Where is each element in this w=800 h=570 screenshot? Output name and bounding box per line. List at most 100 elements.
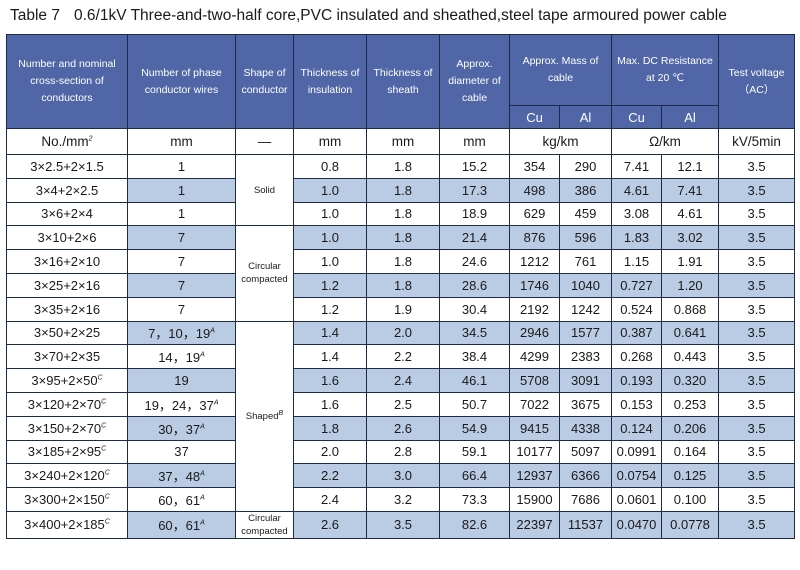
cell-res-al: 0.320: [661, 368, 720, 393]
cell-res-cu: 0.124: [611, 415, 663, 441]
cell-insulation: 1.2: [293, 296, 367, 322]
cell-sheath: 2.0: [366, 320, 440, 346]
cell-diameter: 73.3: [439, 487, 510, 512]
cell-mass-al: 1577: [558, 320, 613, 346]
cell-wires-note: A: [200, 520, 205, 528]
cell-res-al: 12.1: [661, 154, 720, 179]
cell-wires: 7: [127, 272, 236, 298]
cell-wires-text: 14，19: [158, 350, 201, 366]
unit-insulation: mm: [293, 128, 367, 155]
cell-section: 3×300+2×150C: [6, 487, 128, 512]
cell-mass-cu: 498: [509, 177, 560, 203]
cell-sheath: 2.2: [366, 344, 440, 370]
table-row: 3×25+2×16 7 1.2 1.8 28.6 1746 1040 0.727 1.20 3.5: [6, 272, 796, 298]
cell-res-cu: 0.727: [611, 272, 663, 298]
table-row: 3×185+2×95C 37 2.0 2.8 59.1 10177 5097 0.0991 0.…: [6, 439, 796, 465]
cell-mass-al: 2383: [558, 344, 613, 370]
cell-mass-al: 761: [558, 249, 613, 274]
cell-shape-text: compacted: [241, 525, 288, 537]
header-mass-cu: Cu: [509, 105, 560, 129]
cell-wires-note: A: [200, 470, 205, 478]
header-insulation: Thickness of insulation: [293, 34, 367, 129]
cell-section-note: C: [101, 446, 107, 454]
cell-section: 3×400+2×185C: [6, 510, 128, 539]
cell-sheath: 2.5: [366, 391, 440, 417]
cell-section: 3×35+2×16: [6, 296, 128, 322]
cell-shape: Circular compacted: [235, 510, 294, 539]
cell-diameter: 66.4: [439, 463, 510, 489]
cell-voltage: 3.5: [718, 249, 796, 274]
cell-wires-text: 7: [177, 254, 186, 270]
cell-shape: Solid: [235, 153, 294, 227]
cell-diameter: 30.4: [439, 296, 510, 322]
table-body: 3×2.5+2×1.5 1 Solid 0.8 1.8 15.2 354 290 7.41 12.…: [6, 153, 796, 539]
cell-diameter: 50.7: [439, 391, 510, 417]
cell-insulation: 1.0: [293, 201, 367, 227]
cell-sheath: 2.8: [366, 439, 440, 465]
cell-insulation: 1.6: [293, 391, 367, 417]
cell-res-al: 0.125: [661, 463, 720, 489]
cell-wires-text: 7: [177, 277, 186, 293]
cell-section-text: 3×185+2×95: [27, 444, 102, 460]
cell-mass-cu: 10177: [509, 439, 560, 465]
cell-res-cu: 0.0470: [611, 510, 663, 539]
cell-voltage: 3.5: [718, 344, 796, 370]
cell-section-text: 3×95+2×50: [31, 373, 98, 389]
cell-mass-al: 290: [558, 154, 613, 179]
cell-wires-text: 60，61: [158, 518, 201, 534]
header-resistance: Max. DC Resistance at 20 ℃: [611, 34, 720, 106]
cell-mass-al: 4338: [558, 415, 613, 441]
cell-mass-al: 386: [558, 177, 613, 203]
cell-section: 3×240+2×120C: [6, 463, 128, 489]
cell-wires-text: 7: [177, 301, 186, 317]
cell-section: 3×50+2×25: [6, 320, 128, 346]
cell-res-cu: 3.08: [611, 201, 663, 227]
cell-wires-note: A: [210, 328, 215, 336]
cell-insulation: 1.8: [293, 415, 367, 441]
cell-insulation: 1.0: [293, 177, 367, 203]
cell-res-al: 0.641: [661, 320, 720, 346]
cell-res-al: 3.02: [661, 225, 720, 251]
table-row: 3×6+2×4 1 1.0 1.8 18.9 629 459 3.08 4.61 3.5: [6, 201, 796, 227]
cell-insulation: 1.6: [293, 368, 367, 393]
cell-mass-al: 5097: [558, 439, 613, 465]
cell-wires-text: 30，37: [158, 421, 201, 437]
cell-res-cu: 1.83: [611, 225, 663, 251]
cell-insulation: 1.0: [293, 249, 367, 274]
cell-sheath: 3.0: [366, 463, 440, 489]
cell-sheath: 1.8: [366, 154, 440, 179]
cell-wires: 14，19A: [127, 344, 236, 370]
cell-res-al: 0.868: [661, 296, 720, 322]
cell-wires: 7: [127, 296, 236, 322]
cell-voltage: 3.5: [718, 225, 796, 251]
cell-insulation: 1.4: [293, 344, 367, 370]
unit-section-text: No./mm: [41, 134, 89, 149]
cell-section: 3×16+2×10: [6, 249, 128, 274]
cell-voltage: 3.5: [718, 201, 796, 227]
cell-mass-cu: 1746: [509, 272, 560, 298]
header-res-cu: Cu: [611, 105, 663, 129]
cable-spec-table: Number and nominal cross-section of cond…: [6, 34, 796, 539]
cell-mass-cu: 354: [509, 154, 560, 179]
cell-shape-text: Shaped: [245, 410, 279, 422]
cell-diameter: 54.9: [439, 415, 510, 441]
cell-shape-note: B: [278, 409, 284, 417]
cell-voltage: 3.5: [718, 320, 796, 346]
cell-wires: 30，37A: [127, 415, 236, 441]
cell-res-cu: 0.193: [611, 368, 663, 393]
cell-section-note: C: [101, 422, 107, 430]
cell-wires-note: A: [200, 423, 205, 431]
cell-wires-text: 7: [177, 230, 186, 246]
unit-section-sup: 2: [88, 135, 93, 143]
cell-shape-text: Circular: [248, 512, 281, 524]
unit-diameter: mm: [439, 128, 510, 155]
cell-wires: 1: [127, 177, 236, 203]
cell-mass-cu: 4299: [509, 344, 560, 370]
cell-section-note: C: [101, 398, 107, 406]
cell-shape-text: compacted: [241, 274, 288, 286]
cell-res-cu: 4.61: [611, 177, 663, 203]
cell-wires-note: A: [200, 494, 205, 502]
unit-section: No./mm2: [6, 128, 128, 155]
table-row: 3×240+2×120C 37，48A 2.2 3.0 66.4 12937 6366 0.0…: [6, 463, 796, 489]
table-row: 3×400+2×185C 60，61A Circular compacted 2.6 3.…: [6, 510, 796, 539]
